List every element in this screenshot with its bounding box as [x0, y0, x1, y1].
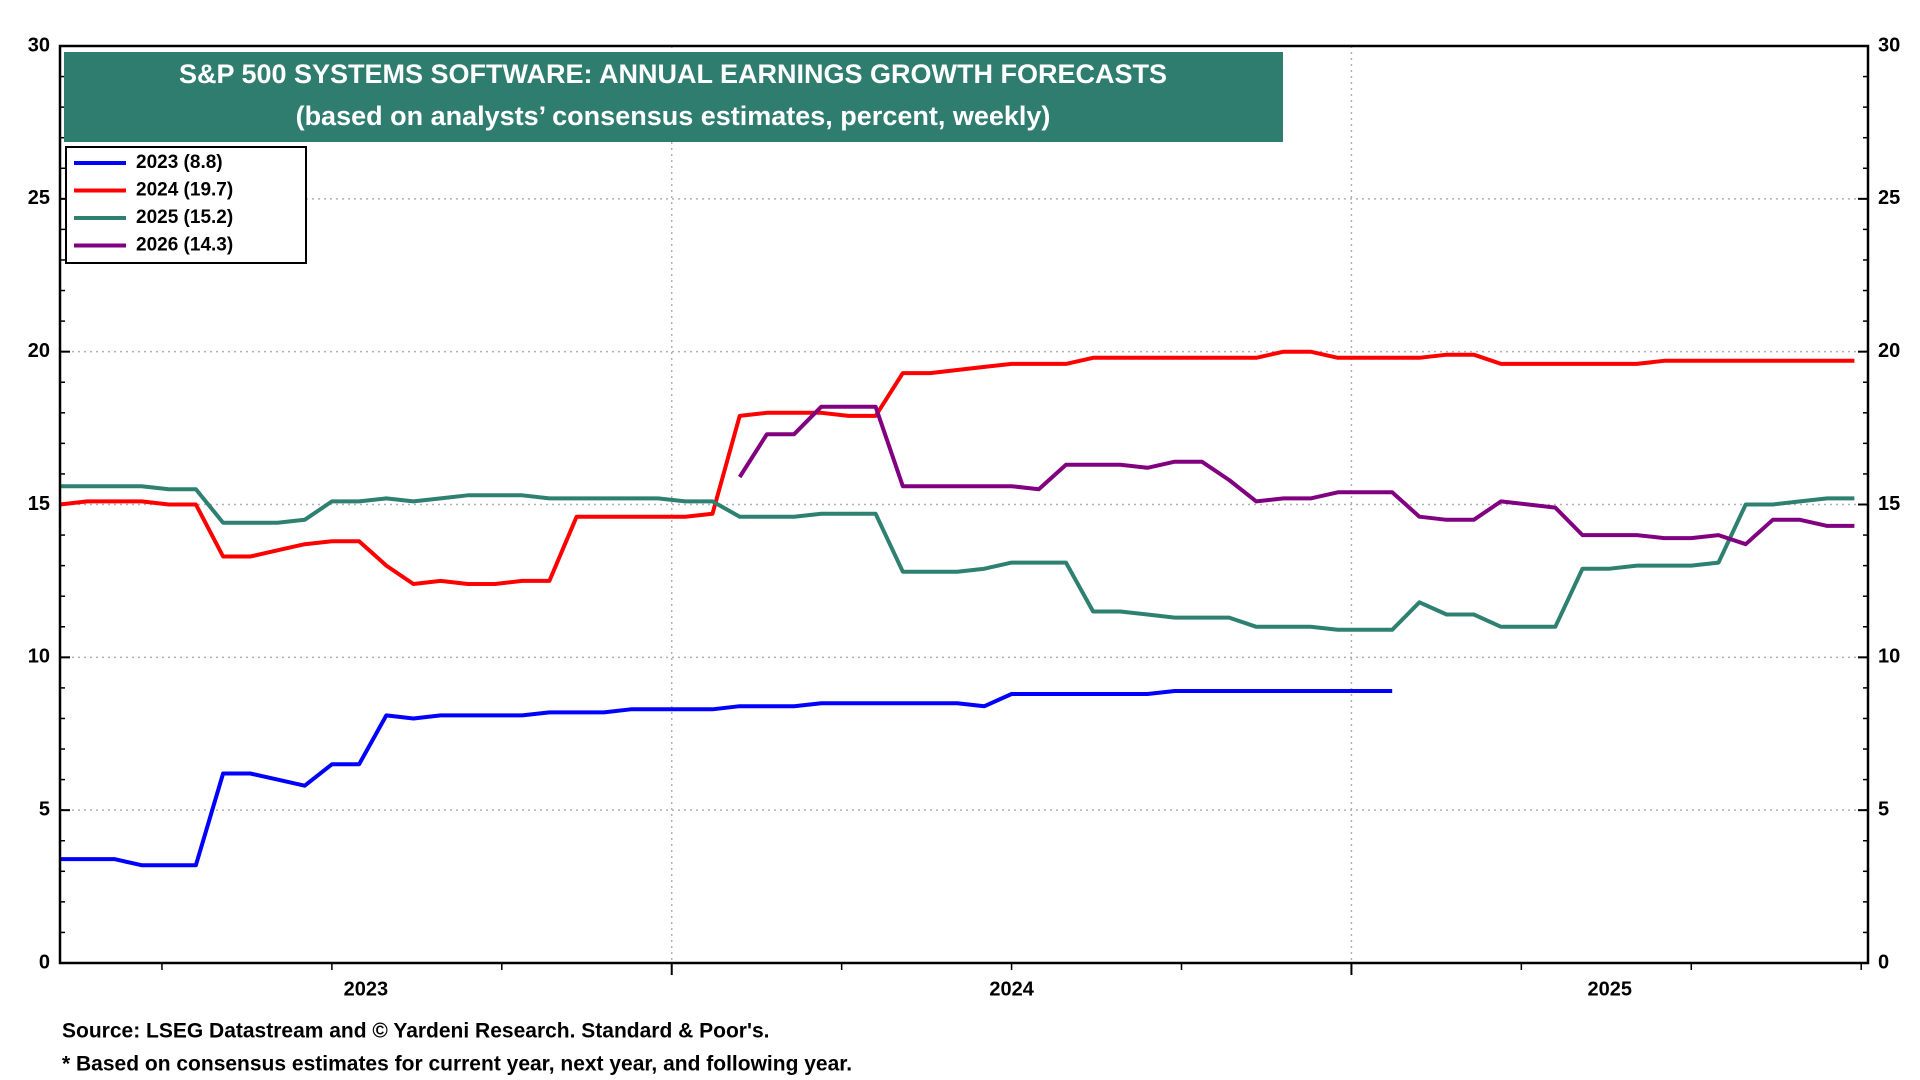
- y-tick-label: 10: [28, 646, 50, 668]
- y2-tick-label: 15: [1878, 493, 1900, 515]
- y2-tick-label: 20: [1878, 340, 1900, 362]
- series-line: [60, 484, 1855, 632]
- y-tick-label: 0: [39, 951, 50, 973]
- y2-tick-label: 5: [1878, 798, 1889, 820]
- legend-label: 2026 (14.3): [136, 235, 233, 256]
- x-tick-label: 2025: [1587, 978, 1632, 1000]
- y-tick-label: 25: [28, 187, 50, 209]
- y-tick-label: 30: [28, 34, 50, 56]
- y-tick-label: 15: [28, 493, 50, 515]
- y-tick-label: 20: [28, 340, 50, 362]
- legend-label: 2024 (19.7): [136, 180, 233, 201]
- x-tick-label: 2024: [989, 978, 1034, 1000]
- legend: 2023 (8.8) 2024 (19.7) 2025 (15.2) 2026 (14…: [65, 146, 307, 264]
- y2-tick-label: 30: [1878, 34, 1900, 56]
- series-line: [59, 349, 1855, 586]
- y2-tick-label: 0: [1878, 951, 1889, 973]
- legend-label: 2025 (15.2): [136, 207, 233, 228]
- title-box: [64, 52, 1283, 142]
- legend-label: 2023 (8.8): [136, 152, 223, 173]
- chart-title: S&P 500 SYSTEMS SOFTWARE: ANNUAL EARNING…: [179, 59, 1167, 89]
- series-line: [738, 404, 1855, 547]
- y2-tick-label: 25: [1878, 187, 1900, 209]
- plot-frame: [58, 44, 1870, 965]
- x-tick-label: 2023: [344, 978, 389, 1000]
- chart-subtitle: (based on analysts’ consensus estimates,…: [296, 101, 1051, 131]
- footnote: * Based on consensus estimates for curre…: [62, 1053, 852, 1076]
- grid: [60, 45, 1868, 975]
- series-line: [60, 689, 1393, 868]
- y-tick-label: 5: [39, 798, 50, 820]
- y2-tick-label: 10: [1878, 646, 1900, 668]
- plot-lines: [59, 349, 1855, 868]
- source-note: Source: LSEG Datastream and © Yardeni Re…: [62, 1020, 769, 1043]
